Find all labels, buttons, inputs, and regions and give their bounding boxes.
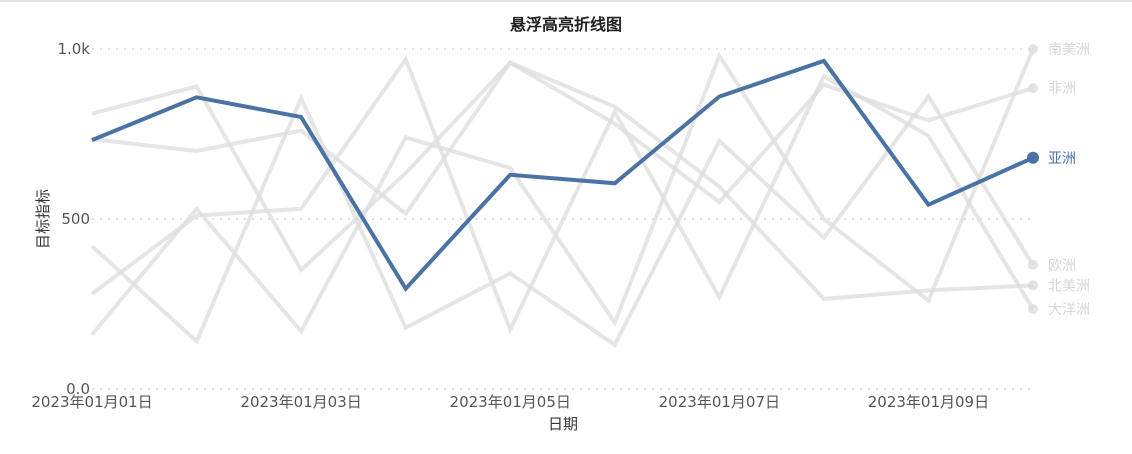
series-end-point <box>1028 83 1038 94</box>
legend-label: 非洲 <box>1048 81 1076 97</box>
x-axis-ticks: 2023年01月01日 2023年01月03日 2023年01月05日 2023年01… <box>31 393 989 411</box>
legend-label: 北美洲 <box>1048 278 1090 294</box>
series-end-point <box>1028 259 1038 270</box>
x-tick-label: 2023年01月09日 <box>868 393 989 411</box>
series-end-point <box>1028 304 1038 315</box>
y-tick-label: 500 <box>61 210 90 228</box>
x-tick-label: 2023年01月07日 <box>659 393 780 411</box>
x-tick-label: 2023年01月01日 <box>31 393 152 411</box>
x-tick-label: 2023年01月03日 <box>240 393 361 411</box>
series-line <box>90 93 1035 348</box>
x-tick-label: 2023年01月05日 <box>450 393 571 411</box>
series-line <box>90 48 1035 336</box>
x-axis-title: 日期 <box>548 415 578 433</box>
muted-series <box>90 44 1038 348</box>
legend-label: 大洋洲 <box>1048 302 1090 318</box>
y-axis-ticks: 0.0 500 1.0k <box>57 40 90 398</box>
grid-lines <box>92 48 1033 390</box>
y-tick-label: 0.0 <box>66 380 90 398</box>
series-end-point <box>1028 280 1038 291</box>
series-end-point <box>1028 44 1038 54</box>
y-axis-title: 目标指标 <box>34 189 52 249</box>
legend-label: 亚洲 <box>1048 151 1076 167</box>
series-end-point <box>1027 151 1039 164</box>
top-border <box>0 0 1132 2</box>
series-line <box>90 54 1035 335</box>
legend-label: 南美洲 <box>1048 42 1090 58</box>
series-line <box>91 60 1034 274</box>
chart-title: 悬浮高亮折线图 <box>509 15 622 34</box>
y-tick-label: 1.0k <box>57 40 90 58</box>
series-line[interactable] <box>91 58 1034 293</box>
legend-label: 欧洲 <box>1048 258 1076 274</box>
series-line <box>91 60 1034 301</box>
highlighted-series[interactable] <box>91 58 1039 293</box>
